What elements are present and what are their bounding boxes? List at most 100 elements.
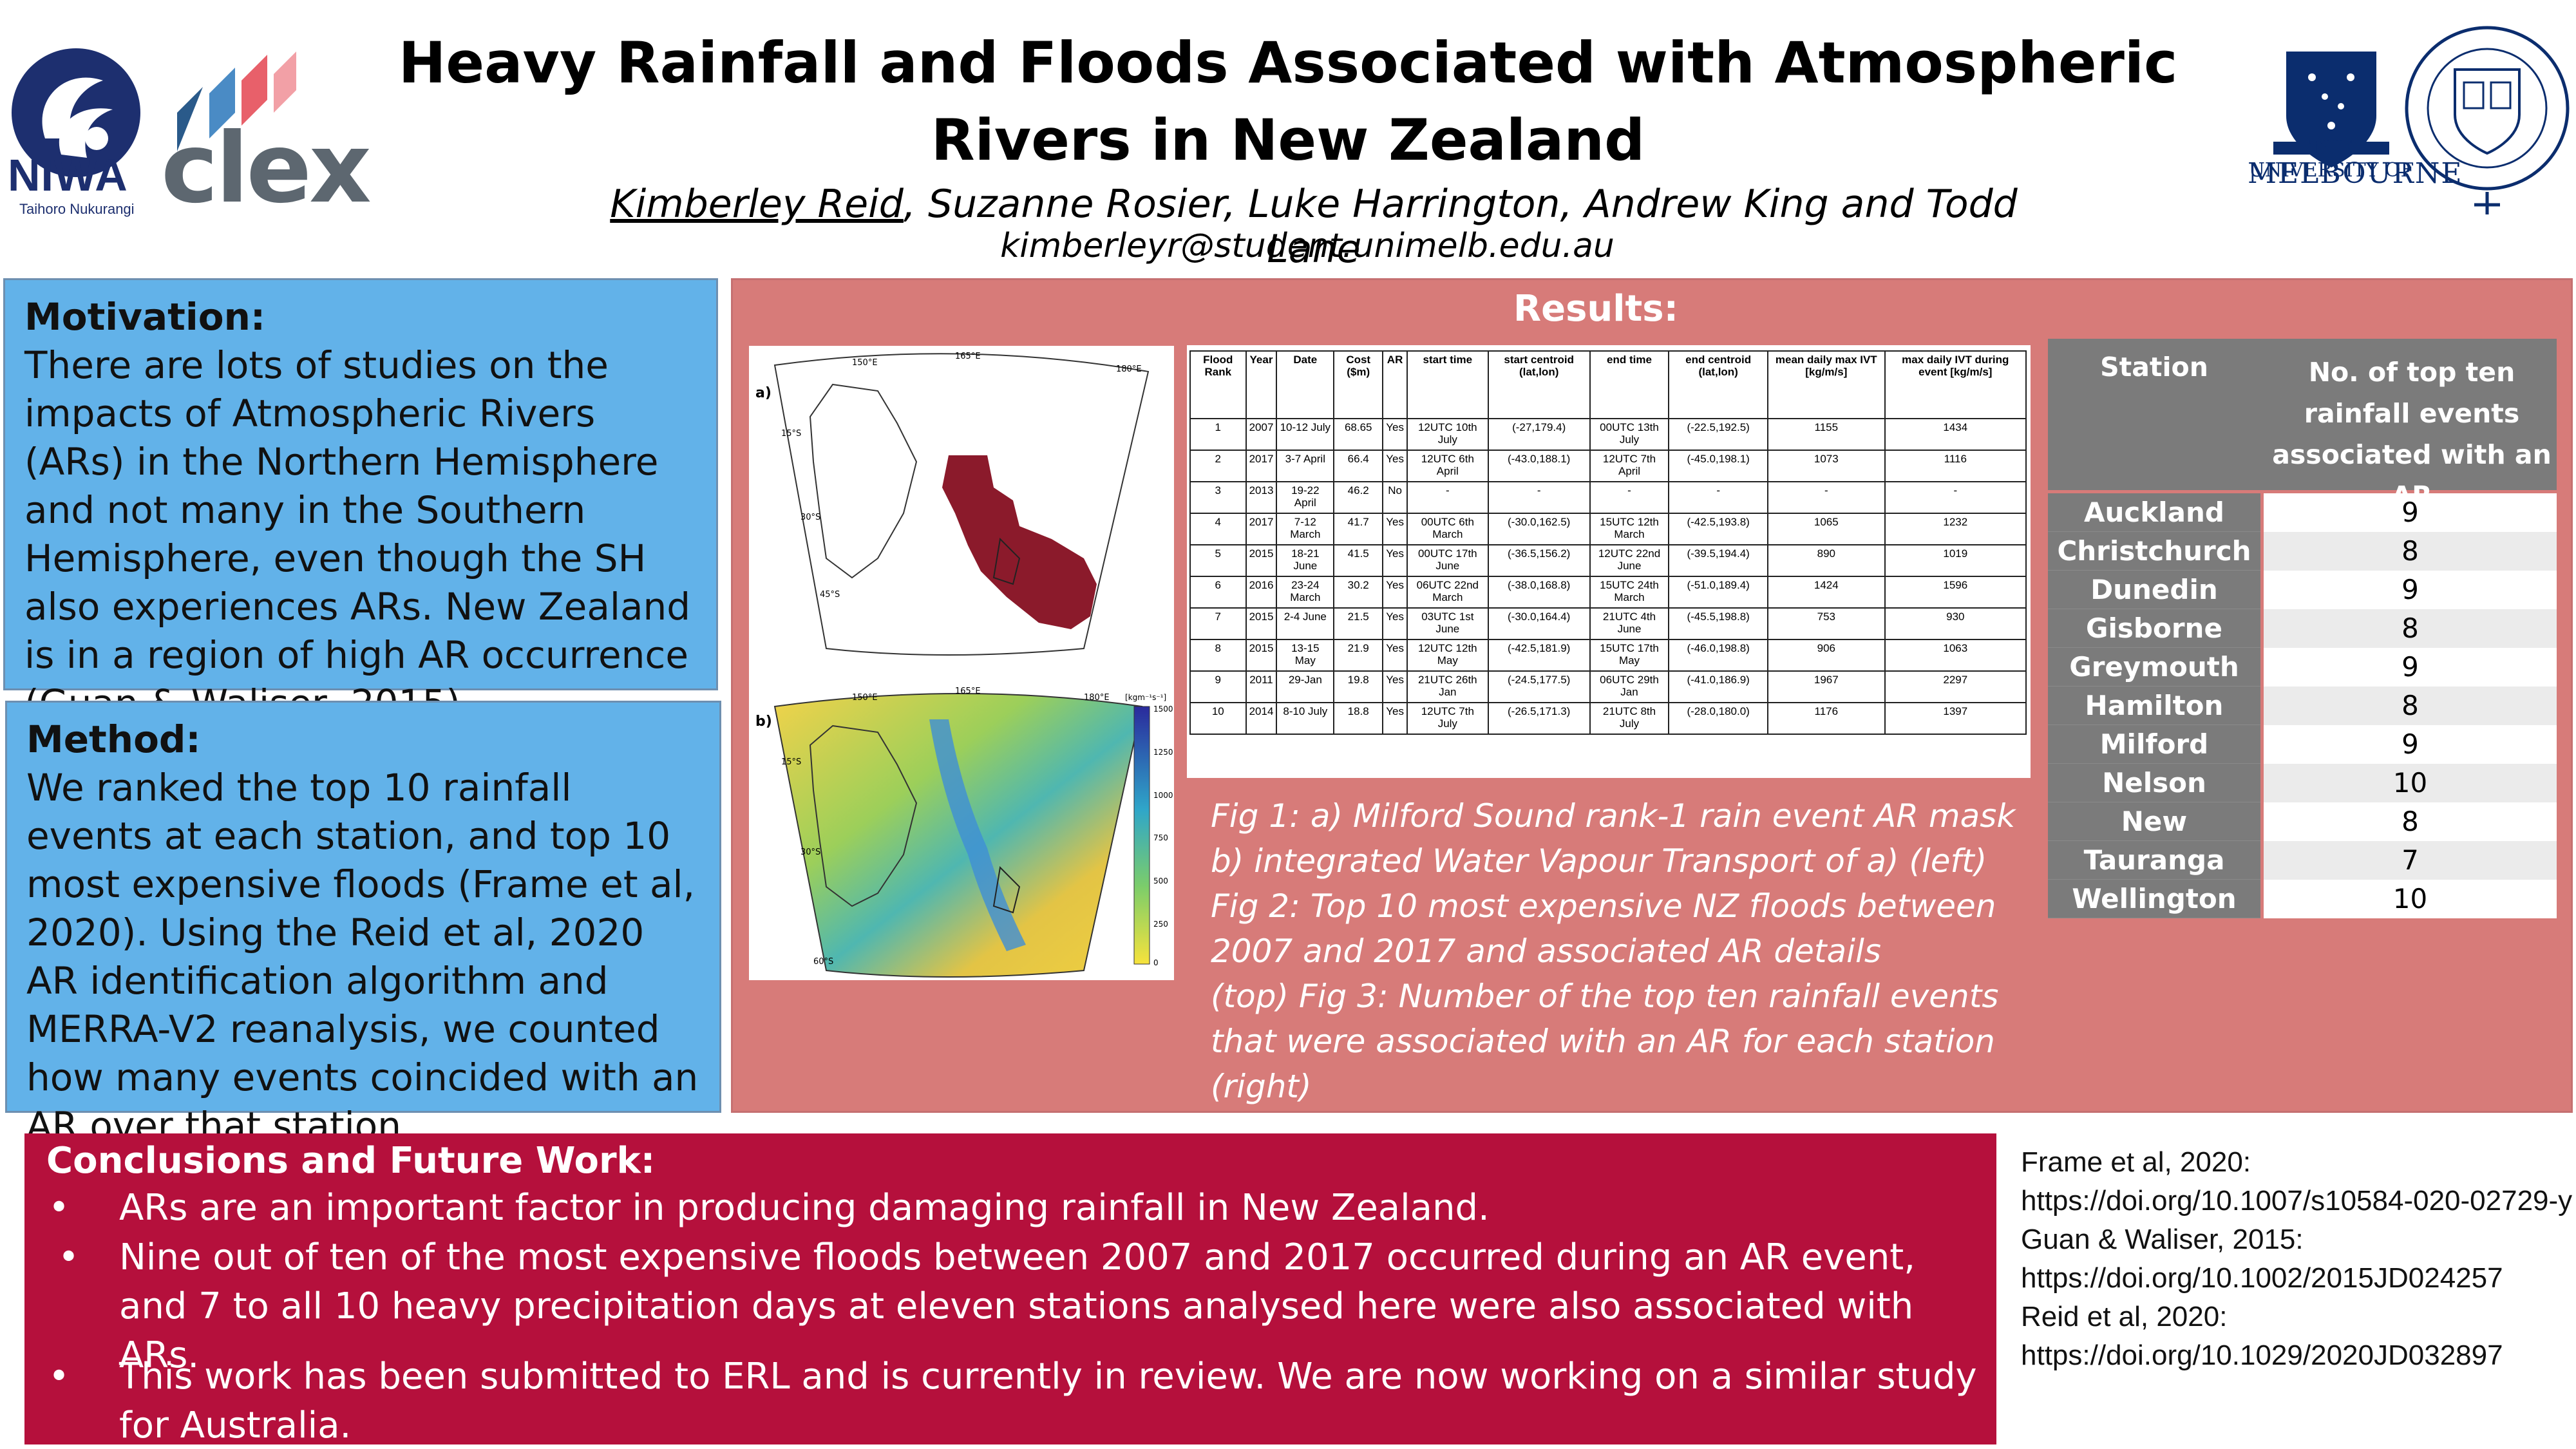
flood-table: Flood Rank Year Date Cost ($m) AR start time s… [1189,350,2027,735]
flood-table-cell: 00UTC 13th July [1589,418,1670,451]
flood-table-cell: 12UTC 7th April [1589,450,1670,482]
flood-table-cell: 13-15 May [1276,639,1335,672]
flood-table-cell: - [1589,481,1670,514]
flood-table-header-cell: Year [1245,350,1278,419]
flood-table-cell: 7-12 March [1276,513,1335,545]
station-name: New Plymouth [2048,802,2260,876]
flood-table-cell: 41.5 [1333,544,1384,577]
station-name: Dunedin [2048,571,2260,609]
reference-doi: https://doi.org/10.1007/s10584-020-02729… [2021,1185,2573,1217]
flood-table-cell: 6 [1189,576,1247,609]
method-text: We ranked the top 10 rainfall events at … [26,766,699,1148]
flood-table-cell: (-30.0,164.4) [1487,607,1591,640]
flood-table-cell: 2015 [1245,639,1278,672]
station-row: Tauranga 7 [2048,841,2557,880]
flood-table-cell: 7 [1189,607,1247,640]
niwa-tagline: Taihoro Nukurangi [19,201,135,217]
flood-table-cell: (-22.5,192.5) [1668,418,1768,451]
figure-1-maps: a) 150°E 165°E 180°E 15°S 30°S 45°S b) [… [749,346,1174,980]
flood-table-cell: 19.8 [1333,670,1384,703]
conclusions-panel [24,1133,1996,1444]
flood-table-cell: 21UTC 4th June [1589,607,1670,640]
melbourne-text-bottom: MELBOURNE [2248,157,2463,190]
station-ar-count: 8 [2264,609,2557,648]
flood-table-cell: 2016 [1245,576,1278,609]
station-ar-count: 9 [2264,725,2557,764]
fig1b-cbar-750: 750 [1153,833,1168,842]
flood-table-cell: (-42.5,193.8) [1668,513,1768,545]
clex-wordmark: clex [161,113,372,225]
station-row: New Plymouth8 [2048,802,2557,876]
flood-table-cell: 1019 [1884,544,2027,577]
fig1b-ivt-field [773,693,1143,978]
flood-table-cell: Yes [1382,418,1408,451]
flood-table-cell: 2 [1189,450,1247,482]
flood-table-cell: 9 [1189,670,1247,703]
flood-table-cell: Yes [1382,639,1408,672]
flood-table-cell: 8 [1189,639,1247,672]
flood-table-cell: 1967 [1767,670,1886,703]
flood-table-cell: 06UTC 22nd March [1406,576,1489,609]
flood-table-cell: 46.2 [1333,481,1384,514]
fig1b-nz-outline [992,866,1021,914]
flood-table-cell: 2007 [1245,418,1278,451]
flood-table-header-cell: Cost ($m) [1333,350,1384,419]
flood-table-cell: 1424 [1767,576,1886,609]
references: Frame et al, 2020: https://doi.org/10.100… [2021,1143,2575,1375]
fig1b-lon-150: 150°E [852,693,878,703]
fig1-panel-a-label: a) [755,385,772,401]
melbourne-text-top: THE UNIVERSITY OF [2248,137,2414,182]
poster-title: Heavy Rainfall and Floods Associated wit… [398,30,2178,173]
station-row: Wellington 10 [2048,880,2557,918]
flood-table-cell: 2017 [1245,513,1278,545]
flood-table-cell: (-42.5,181.9) [1487,639,1591,672]
flood-table-cell: 1073 [1767,450,1886,482]
flood-table-cell: - [1767,481,1886,514]
flood-table-header-cell: Flood Rank [1189,350,1247,419]
flood-table-cell: 890 [1767,544,1886,577]
flood-table-cell: 2-4 June [1276,607,1335,640]
flood-table-cell: 10-12 July [1276,418,1335,451]
flood-table-cell: (-28.0,180.0) [1668,702,1768,735]
flood-table-cell: Yes [1382,702,1408,735]
flood-table-row: 3 2013 19-22 April 46.2 No - - - - - - [1189,481,2027,514]
fig1b-lon-165: 165°E [955,687,981,696]
station-ar-count: 10 [2264,880,2557,918]
flood-table-cell: (-51.0,189.4) [1668,576,1768,609]
flood-table-row: 7 2015 2-4 June 21.5 Yes 03UTC 1st June (-30.0… [1189,607,2027,640]
conclusion-text-1: ARs are an important factor in producing… [119,1187,1490,1229]
flood-table-header-cell: mean daily max IVT [kg/m/s] [1767,350,1886,419]
fig1a-lon-165: 165°E [955,352,981,361]
flood-table-cell: Yes [1382,513,1408,545]
flood-table-row: 5 2015 18-21 June 41.5 Yes 00UTC 17th June (-3… [1189,544,2027,577]
fig1b-ar-core [929,719,1026,951]
fig1a-lon-150: 150°E [852,358,878,368]
flood-table-cell: 1116 [1884,450,2027,482]
station-name: Tauranga [2048,841,2260,880]
caption-fig1: Fig 1: a) Milford Sound rank-1 rain even… [1211,797,2016,880]
flood-table-cell: 41.7 [1333,513,1384,545]
flood-table-cell: 5 [1189,544,1247,577]
station-table-header: Station No. of top ten rainfall events a… [2048,339,2557,511]
station-ar-count: 8 [2264,532,2557,571]
flood-table-cell: 8-10 July [1276,702,1335,735]
motivation-panel: Motivation: There are lots of studies on… [3,278,718,725]
flood-table-body: 1 2007 10-12 July 68.65 Yes 12UTC 10th July (-… [1189,418,2027,735]
contact-email: kimberleyr@student.unimelb.edu.au [1000,227,1615,265]
fig1b-cbar-500: 500 [1153,876,1168,886]
fig1a-australia-outline [809,383,918,579]
station-row: Dunedin 9 [2048,571,2557,609]
flood-table-cell: 12UTC 22nd June [1589,544,1670,577]
first-author: Kimberley Reid [610,182,904,227]
fig1b-lat-60: 60°S [813,957,833,967]
flood-table-header-cell: start time [1406,350,1489,419]
results-heading: Results: [1513,288,1678,330]
flood-table-header-row: Flood Rank Year Date Cost ($m) AR start time s… [1189,350,2027,419]
conclusion-bullet-3: • This work has been submitted to ERL an… [48,1352,1987,1449]
flood-table-row: 1 2007 10-12 July 68.65 Yes 12UTC 10th July (-… [1189,418,2027,451]
flood-table-cell: 18-21 June [1276,544,1335,577]
motivation-heading: Motivation: [24,295,266,339]
flood-table-cell: 68.65 [1333,418,1384,451]
fig1b-colorbar-title: [kgm⁻¹s⁻¹] [1125,693,1166,702]
flood-table-cell: 15UTC 24th March [1589,576,1670,609]
